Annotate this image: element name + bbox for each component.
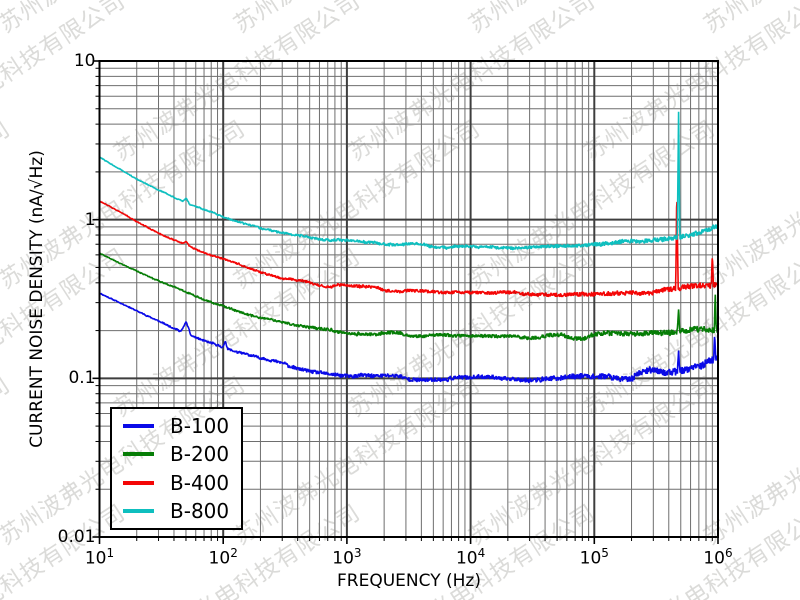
legend-swatch-b-100 <box>123 424 154 429</box>
x-axis-label: FREQUENCY (Hz) <box>337 571 481 591</box>
legend-label-b-100: B-100 <box>170 414 230 439</box>
y-tick-label: 0.01 <box>57 527 96 547</box>
grid-minor <box>99 61 718 537</box>
x-tick-label: 105 <box>579 546 609 569</box>
y-tick-label: 0.1 <box>68 368 96 389</box>
y-tick-label: 10 <box>73 51 96 71</box>
series-b-400-line <box>99 200 718 298</box>
legend-item-b-400: B-400 <box>112 469 241 497</box>
x-tick-label: 103 <box>332 546 362 569</box>
x-tick-label: 104 <box>455 546 486 569</box>
legend-label-b-200: B-200 <box>170 442 230 467</box>
y-axis-label: CURRENT NOISE DENSITY (nA/√Hz) <box>27 150 47 448</box>
legend-label-b-400: B-400 <box>170 470 230 495</box>
legend-swatch-b-800 <box>123 508 154 513</box>
series-b-800-line <box>99 111 718 251</box>
x-tick-label: 102 <box>208 546 238 569</box>
legend-item-b-200: B-200 <box>112 440 241 468</box>
plot-frame <box>98 60 719 538</box>
series-b-100-line <box>99 292 718 384</box>
legend-swatch-b-400 <box>123 480 154 485</box>
x-tick-label: 106 <box>703 546 733 569</box>
series-lines <box>99 111 718 384</box>
x-tick-label: 101 <box>84 546 115 569</box>
legend-label-b-800: B-800 <box>170 498 230 523</box>
legend-item-b-800: B-800 <box>112 497 241 525</box>
series-b-200-line <box>99 252 718 341</box>
legend-swatch-b-200 <box>123 452 154 457</box>
legend-item-b-100: B-100 <box>112 412 241 440</box>
legend: B-100 B-200 B-400 B-800 <box>110 407 243 530</box>
y-tick-label: 1 <box>84 209 96 230</box>
